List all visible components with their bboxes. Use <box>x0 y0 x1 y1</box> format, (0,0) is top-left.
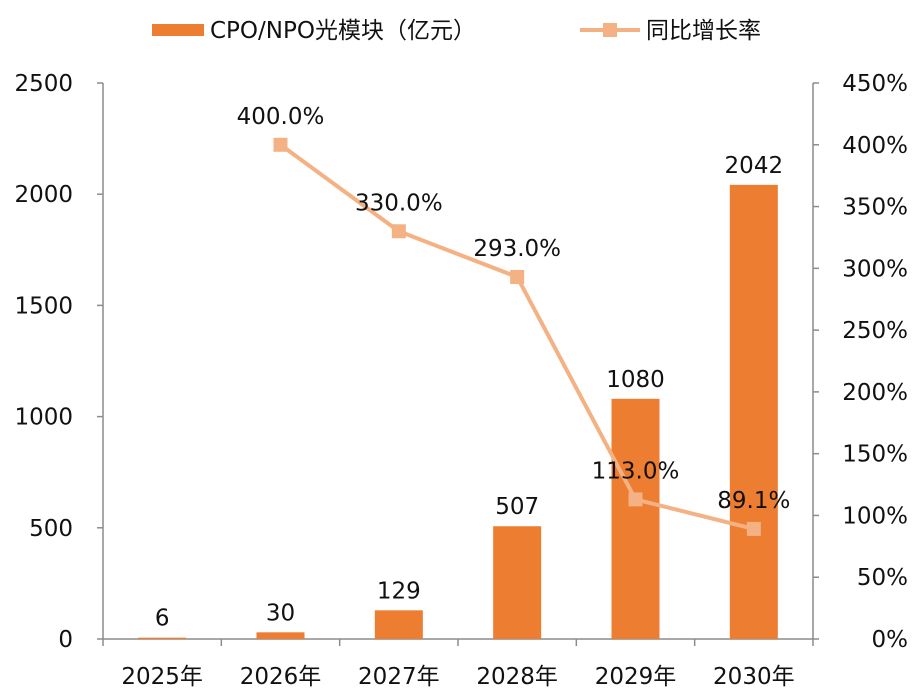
left-tick-label: 2500 <box>14 71 73 97</box>
x-tick-label: 2030年 <box>713 664 795 690</box>
growth-point <box>628 492 643 507</box>
legend-bar-label: CPO/NPO光模块（亿元） <box>210 18 476 44</box>
growth-line-layer <box>273 137 761 536</box>
bar <box>256 632 305 639</box>
growth-point <box>391 224 406 239</box>
bars <box>138 184 778 640</box>
right-tick-label: 400% <box>842 133 908 159</box>
bar <box>729 184 778 640</box>
bar-value-label: 129 <box>377 578 421 604</box>
x-tick-label: 2026年 <box>240 664 322 690</box>
left-tick-label: 1000 <box>14 405 73 431</box>
left-tick-label: 2000 <box>14 182 73 208</box>
data-labels: 6 30 129 507 1080 2042 400.0% 330.0% 293.0% 113.0… <box>155 104 791 632</box>
growth-value-label: 400.0% <box>237 104 325 130</box>
right-tick-label: 350% <box>842 195 908 221</box>
legend: CPO/NPO光模块（亿元） 同比增长率 <box>152 18 761 44</box>
bar <box>493 526 542 639</box>
growth-point <box>746 521 761 536</box>
growth-value-label: 89.1% <box>717 488 790 514</box>
right-tick-label: 200% <box>842 380 908 406</box>
left-tick-label: 500 <box>29 516 73 542</box>
x-tick-label: 2028年 <box>476 664 558 690</box>
right-tick-label: 50% <box>857 565 908 591</box>
right-tick-label: 150% <box>842 442 908 468</box>
legend-line-marker <box>603 23 617 37</box>
bar <box>138 637 187 639</box>
bar-value-label: 2042 <box>725 153 784 179</box>
left-tick-label: 1500 <box>14 293 73 319</box>
bar <box>374 610 423 639</box>
left-tick-label: 0 <box>58 627 73 653</box>
legend-bar-swatch <box>152 24 204 36</box>
growth-value-label: 330.0% <box>355 190 443 216</box>
growth-value-label: 113.0% <box>592 458 680 484</box>
growth-point <box>273 137 288 152</box>
right-tick-label: 300% <box>842 256 908 282</box>
growth-point <box>510 269 525 284</box>
bar-value-label: 507 <box>495 494 539 520</box>
growth-value-label: 293.0% <box>473 236 561 262</box>
bar-value-label: 30 <box>266 600 295 626</box>
bar-value-label: 6 <box>155 606 170 632</box>
right-tick-label: 100% <box>842 503 908 529</box>
legend-line-label: 同比增长率 <box>646 18 761 44</box>
right-tick-label: 0% <box>872 627 909 653</box>
growth-line <box>279 143 755 531</box>
x-tick-label: 2025年 <box>121 664 203 690</box>
axes: 0 500 1000 1500 2000 2500 0% 50% 100% 150% 200% 250… <box>14 71 908 690</box>
right-tick-label: 450% <box>842 71 908 97</box>
x-tick-label: 2027年 <box>358 664 440 690</box>
bar-value-label: 1080 <box>606 367 665 393</box>
bar <box>611 398 660 639</box>
right-tick-label: 250% <box>842 318 908 344</box>
x-tick-label: 2029年 <box>595 664 677 690</box>
